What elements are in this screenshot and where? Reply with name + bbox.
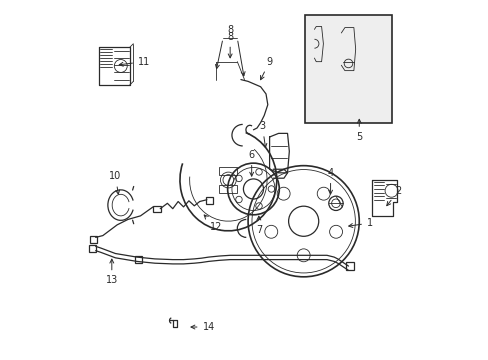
Text: 6: 6: [248, 150, 254, 176]
Bar: [89, 235, 97, 243]
Bar: [135, 256, 142, 263]
Bar: [345, 262, 353, 270]
Bar: [88, 244, 96, 252]
Text: 14: 14: [191, 322, 214, 332]
Bar: [206, 197, 212, 204]
Text: 4: 4: [327, 168, 333, 194]
Text: 11: 11: [119, 57, 150, 67]
Text: 1: 1: [348, 218, 372, 228]
Text: 3: 3: [259, 121, 266, 148]
Text: 13: 13: [105, 259, 118, 285]
Bar: [305, 15, 391, 123]
Text: 10: 10: [109, 171, 122, 194]
Text: 2: 2: [386, 186, 401, 206]
Bar: [219, 167, 237, 175]
Text: 8: 8: [226, 32, 233, 58]
Text: 8: 8: [226, 26, 233, 35]
Bar: [219, 185, 237, 193]
Text: 12: 12: [204, 215, 222, 231]
Text: 5: 5: [355, 119, 362, 142]
Text: 7: 7: [255, 216, 262, 235]
Bar: [153, 206, 161, 212]
Text: 9: 9: [260, 57, 272, 80]
